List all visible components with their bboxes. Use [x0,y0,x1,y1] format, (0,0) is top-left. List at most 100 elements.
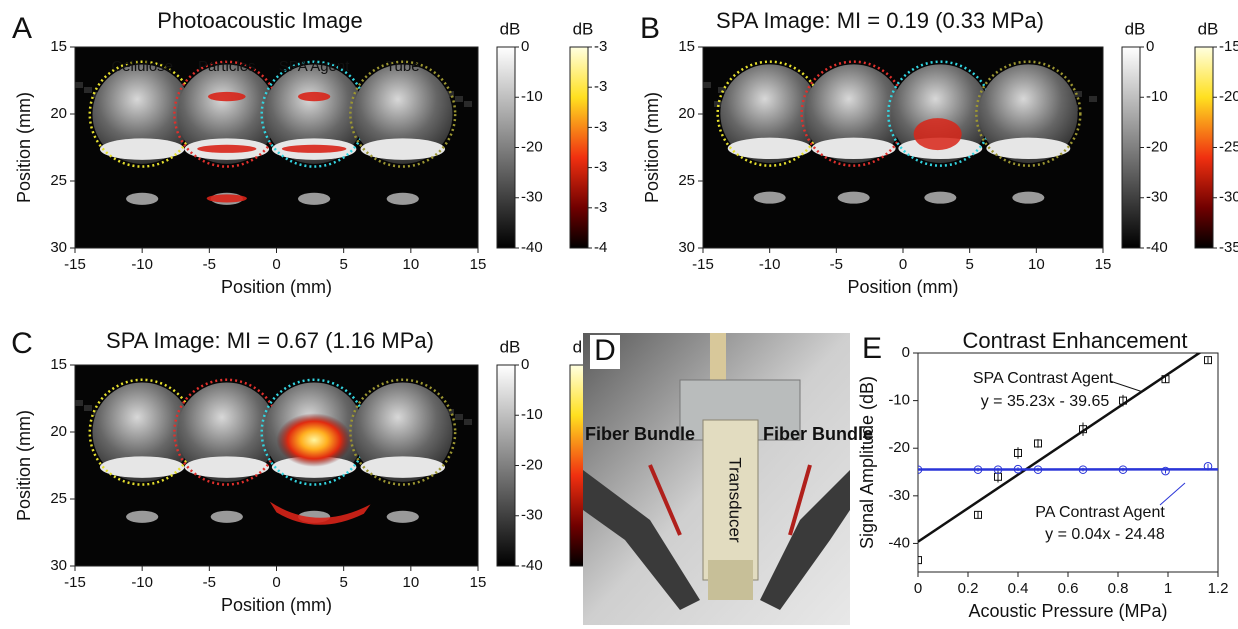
arrow [648,464,682,536]
x-tick-label: -5 [203,256,216,273]
x-tick-label: -15 [692,256,714,273]
bright-band [99,456,185,478]
data-point [1161,466,1170,476]
data-point [974,510,982,519]
colorbar-tick-label: -10 [521,406,543,423]
y-tick-label: -20 [888,439,910,456]
x-tick-label: 0.6 [1058,580,1079,597]
bright-band [360,456,446,478]
series-equation: y = 0.04x - 24.48 [1045,526,1165,543]
x-tick-label: 1 [1164,580,1172,597]
echo [753,191,786,204]
x-tick-label: -5 [830,256,843,273]
tube-outline [260,60,368,168]
colorbar [1121,46,1141,249]
y-tick-label: 25 [50,172,67,189]
colorbar-tick-label: -20 [521,456,543,473]
speckle [84,405,92,411]
y-tick-label: -40 [888,534,910,551]
series-equation: y = 35.23x - 39.65 [981,393,1110,410]
colorbar-label: dB [1198,19,1219,38]
y-tick-label: 30 [50,557,67,574]
y-tick-label: 20 [50,423,67,440]
x-tick-label: 10 [402,574,419,591]
speckle [455,414,463,420]
colorbar-tick-label: -3 [594,159,607,176]
annotation-arrow [1159,482,1186,506]
colorbar [496,46,516,249]
colorbar-tick-label: -40 [521,239,543,256]
colorbar-tick-label: -10 [1146,88,1168,105]
x-tick-label: 0 [272,256,280,273]
colorbar-label: dB [500,19,521,38]
bright-band [727,137,812,159]
x-axis-label: Acoustic Pressure (MPa) [968,601,1167,621]
series-label: SPA Contrast Agent [973,370,1114,387]
echo [210,510,243,523]
x-tick-label: -15 [64,256,86,273]
panel-letter: D [594,334,616,367]
data-point [1119,396,1127,405]
y-tick-label: 20 [678,105,695,122]
echo [837,191,870,204]
phantom-tube [92,64,192,164]
speckle [75,82,83,88]
data-point [973,465,983,474]
colorbar-tick-label: -20 [1219,88,1238,105]
data-point [1204,356,1212,365]
signal-blob [206,194,247,203]
phantom-tube [979,64,1078,163]
tube-outline [349,60,457,168]
colorbar [496,364,516,567]
panel-letter: E [862,332,882,365]
tube-label: Particles [198,58,256,75]
x-tick-label: 0 [914,580,922,597]
signal-blob [276,413,352,467]
y-tick-label: 25 [50,490,67,507]
signal-blob [197,144,257,153]
bright-band [99,138,185,160]
x-tick-label: 15 [1095,256,1112,273]
letter-box [590,335,620,369]
speckle [84,87,92,93]
x-tick-label: -5 [203,574,216,591]
phantom-tube [353,64,453,164]
tube-label: Tube [386,58,420,75]
x-tick-label: 0.2 [958,580,979,597]
tube-outline [88,60,196,168]
colorbar-tick-label: 0 [521,356,529,373]
transducer-tip [708,560,753,600]
x-tick-label: -10 [131,256,153,273]
data-point [1013,464,1023,474]
transducer [702,419,759,581]
colorbar-tick-label: -30 [1146,189,1168,206]
x-tick-label: -10 [759,256,781,273]
annotation-arrow [1109,380,1144,393]
colorbar-tick-label: -10 [521,88,543,105]
colorbar-tick-label: -30 [521,507,543,524]
x-tick-label: -15 [64,574,86,591]
colorbar-tick-label: -40 [521,557,543,574]
photo-label: Fiber Bundle [763,424,873,444]
colorbar-tick-label: -30 [1219,189,1238,206]
x-tick-label: 15 [470,574,487,591]
data-point [918,465,923,474]
speckle [464,419,472,425]
x-tick-label: 1.2 [1208,580,1229,597]
x-tick-label: 10 [402,256,419,273]
x-tick-label: -10 [131,574,153,591]
signal-blob [207,91,246,102]
y-tick-label: 20 [50,105,67,122]
signal-blob [281,144,347,153]
speckle [718,87,726,93]
signal-band [269,501,371,525]
y-axis-label: Position (mm) [14,92,34,203]
colorbar-tick-label: -4 [594,239,607,256]
speckle [446,91,454,97]
x-tick-label: 0.4 [1008,580,1029,597]
echo [1012,191,1045,204]
data-point [1203,462,1213,471]
colorbar-label: dB [500,337,521,356]
speckle [464,101,472,107]
tube-outline [349,378,457,486]
